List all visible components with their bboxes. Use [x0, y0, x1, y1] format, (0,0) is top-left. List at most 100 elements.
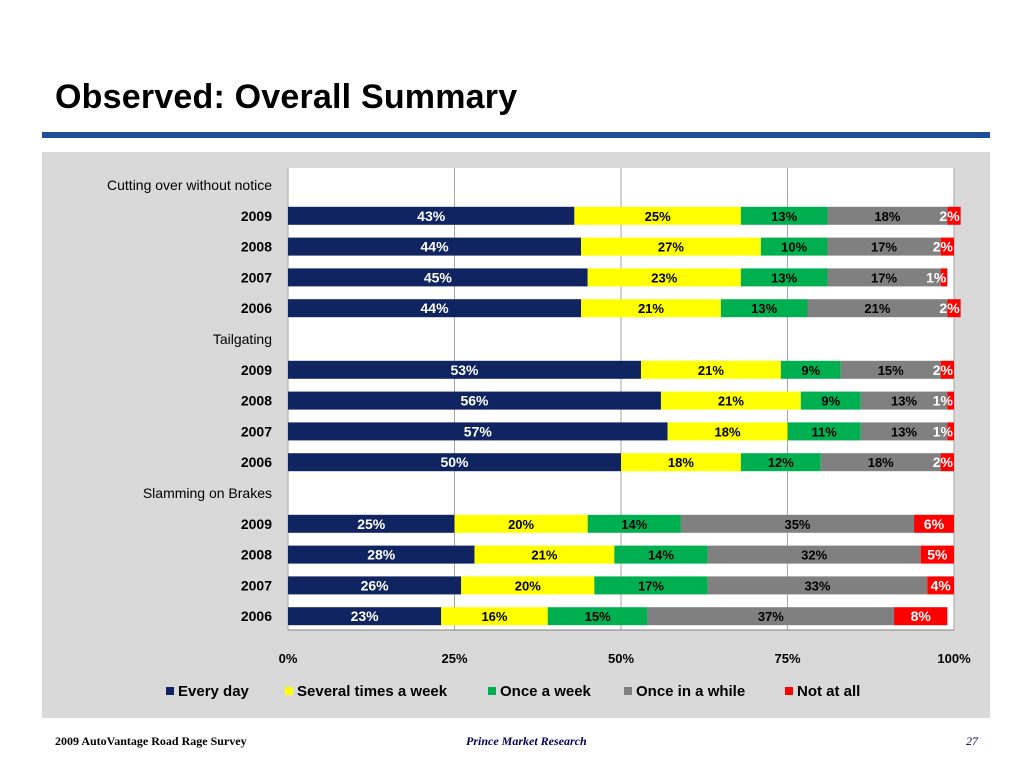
data-label: 13% — [771, 209, 797, 224]
bar-segment — [288, 237, 582, 256]
data-label: 6% — [924, 516, 945, 532]
data-label: 53% — [450, 362, 479, 378]
bar-segment — [474, 545, 615, 564]
bar-segment — [707, 576, 928, 595]
data-label: 2% — [939, 208, 960, 224]
data-label: 18% — [715, 424, 741, 439]
year-label: 2009 — [241, 516, 272, 532]
data-label: 18% — [874, 209, 900, 224]
data-label: 10% — [781, 240, 807, 255]
bar-segment — [288, 422, 668, 441]
bar-segment — [820, 453, 941, 472]
bar-segment — [547, 607, 648, 626]
legend-swatch — [785, 687, 793, 695]
data-label: 21% — [718, 394, 744, 409]
data-label: 25% — [645, 209, 671, 224]
data-label: 21% — [638, 301, 664, 316]
data-label: 13% — [891, 424, 917, 439]
bar-segment — [947, 206, 961, 225]
footer-company: Prince Market Research — [466, 734, 587, 748]
bar-segment — [780, 360, 841, 379]
legend-label: Every day — [178, 683, 250, 700]
data-label: 13% — [891, 394, 917, 409]
bar-segment — [640, 360, 781, 379]
data-label: 17% — [871, 240, 897, 255]
bar-segment — [581, 237, 761, 256]
bar-segment — [740, 206, 828, 225]
bar-segment — [587, 268, 741, 287]
bar-segment — [947, 299, 961, 318]
bar-segment — [288, 453, 621, 472]
bar-segment — [807, 299, 948, 318]
bar-segment — [940, 360, 954, 379]
data-label: 18% — [868, 455, 894, 470]
bar-segment — [461, 576, 595, 595]
data-label: 13% — [751, 301, 777, 316]
category-group-label: Cutting over without notice — [107, 177, 272, 193]
chart-panel: 0% 25% 50% 75% 100% Cutting over without noti… — [42, 152, 990, 718]
bar-segment — [827, 206, 948, 225]
legend-swatch — [488, 687, 496, 695]
bar-segment — [760, 237, 828, 256]
bar-segment — [787, 422, 861, 441]
year-label: 2009 — [241, 362, 272, 378]
bar-segment — [288, 607, 442, 626]
bar-segment — [660, 391, 801, 410]
bar-segment — [947, 391, 954, 410]
category-group-label: Tailgating — [213, 331, 272, 347]
data-label: 16% — [481, 609, 507, 624]
legend-label: Not at all — [797, 683, 860, 700]
year-label: 2007 — [241, 423, 272, 439]
bar-segment — [860, 391, 948, 410]
data-label: 2% — [939, 300, 960, 316]
year-label: 2008 — [241, 547, 272, 563]
slide-title: Observed: Overall Summary — [55, 78, 518, 116]
data-label: 4% — [931, 577, 952, 593]
bar-segment — [288, 360, 641, 379]
title-rule — [42, 132, 990, 138]
legend-label: Several times a week — [297, 683, 448, 700]
data-label: 2% — [933, 454, 954, 470]
data-label: 37% — [758, 609, 784, 624]
bar-segment — [680, 514, 915, 533]
bar-segment — [621, 453, 741, 472]
data-label: 9% — [821, 394, 840, 409]
bar-segment — [800, 391, 861, 410]
legend-label: Once a week — [500, 683, 592, 700]
bar-segment — [594, 576, 708, 595]
bar-segment — [940, 453, 954, 472]
bar-segment — [827, 268, 941, 287]
data-label: 11% — [811, 424, 837, 439]
bar-segment — [860, 422, 948, 441]
year-label: 2007 — [241, 269, 272, 285]
data-label: 21% — [531, 548, 557, 563]
bar-segment — [288, 391, 661, 410]
x-tick-label: 75% — [774, 651, 800, 666]
data-label: 32% — [801, 548, 827, 563]
data-label: 43% — [417, 208, 446, 224]
bar-segment — [840, 360, 941, 379]
data-label: 17% — [638, 578, 664, 593]
year-label: 2009 — [241, 208, 272, 224]
bar-segment — [740, 268, 828, 287]
year-label: 2007 — [241, 577, 272, 593]
data-label: 12% — [768, 455, 794, 470]
bar-segment — [581, 299, 721, 318]
year-label: 2006 — [241, 454, 272, 470]
x-tick-label: 25% — [441, 651, 467, 666]
bar-segment — [454, 514, 588, 533]
bar-segment — [740, 453, 821, 472]
bar-segment — [614, 545, 708, 564]
data-label: 1% — [933, 423, 954, 439]
data-label: 1% — [933, 393, 954, 409]
data-label: 35% — [784, 517, 810, 532]
bar-segment — [574, 206, 741, 225]
bar-segment — [441, 607, 548, 626]
bar-segment — [288, 545, 475, 564]
data-label: 50% — [440, 454, 469, 470]
bar-segment — [920, 545, 954, 564]
bar-segment — [894, 607, 948, 626]
data-label: 25% — [357, 516, 386, 532]
data-label: 57% — [464, 423, 493, 439]
data-label: 33% — [804, 578, 830, 593]
